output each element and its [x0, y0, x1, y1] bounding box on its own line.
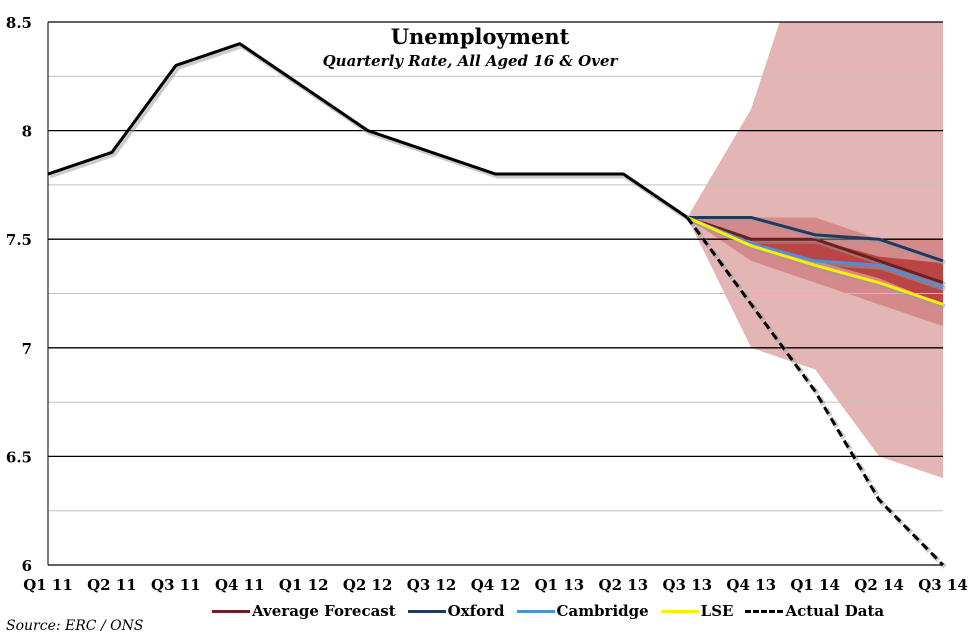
x-tick-label: Q2 14 [854, 576, 904, 594]
chart-subtitle: Quarterly Rate, All Aged 16 & Over [323, 52, 619, 70]
x-tick-label: Q3 14 [918, 576, 968, 594]
x-tick-label: Q1 13 [535, 576, 585, 594]
legend: Average Forecast Oxford Cambridge LSE Actual… [212, 602, 884, 620]
y-tick-label: 6 [22, 557, 32, 575]
legend-item: Average Forecast [212, 602, 396, 620]
series-line-lse [686, 216, 944, 306]
x-tick-label: Q3 11 [151, 576, 201, 594]
source-note: Source: ERC / ONS [6, 618, 144, 634]
y-tick-label: 8 [22, 123, 32, 141]
gridlines [47, 21, 943, 566]
legend-item: Cambridge [516, 602, 649, 620]
series-line-actual-data-shadow [687, 217, 947, 569]
series-line-oxford [687, 215, 944, 263]
series-line-average-forecast [686, 216, 944, 285]
x-axis-ticks: Q1 11 Q2 11 Q3 11 Q4 11 Q1 12 Q2 12 Q3 12 Q4 12… [23, 576, 968, 594]
legend-label: Cambridge [556, 602, 649, 620]
x-tick-label: Q2 12 [343, 576, 393, 594]
legend-swatch [516, 609, 555, 613]
legend-item: Oxford [407, 602, 505, 620]
x-tick-label: Q3 13 [662, 576, 712, 594]
x-tick-label: Q4 13 [726, 576, 776, 594]
series-line-actual-data [686, 216, 945, 567]
x-tick-label: Q4 12 [471, 576, 521, 594]
legend-swatch [745, 609, 784, 613]
legend-swatch [407, 609, 446, 613]
y-axis-ticks: 6 6.5 7 7.5 8 8.5 [6, 14, 32, 575]
x-tick-label: Q2 11 [87, 576, 137, 594]
y-tick-label: 6.5 [6, 448, 32, 466]
legend-label: LSE [700, 602, 734, 620]
x-tick-label: Q1 14 [790, 576, 840, 594]
y-tick-label: 7.5 [6, 231, 32, 249]
series-lines [47, 42, 947, 569]
legend-item: Actual Data [745, 602, 884, 620]
legend-swatch [660, 609, 699, 613]
legend-label: Average Forecast [252, 602, 396, 620]
x-tick-label: Q1 11 [23, 576, 73, 594]
chart-title: Unemployment [391, 24, 570, 49]
x-tick-label: Q4 11 [215, 576, 265, 594]
x-tick-label: Q1 12 [279, 576, 329, 594]
series-line-history [47, 42, 689, 219]
y-tick-label: 7 [22, 340, 32, 358]
y-tick-label: 8.5 [6, 14, 32, 32]
x-tick-label: Q3 12 [407, 576, 457, 594]
unemployment-chart: 6 6.5 7 7.5 8 8.5 Q1 11 Q2 11 Q3 11 Q4 11 Q1 12 Q2… [6, 14, 968, 594]
legend-label: Oxford [447, 602, 505, 620]
legend-swatch [212, 609, 250, 613]
x-tick-label: Q2 13 [599, 576, 649, 594]
legend-item: LSE [660, 602, 734, 620]
legend-label: Actual Data [785, 602, 885, 620]
